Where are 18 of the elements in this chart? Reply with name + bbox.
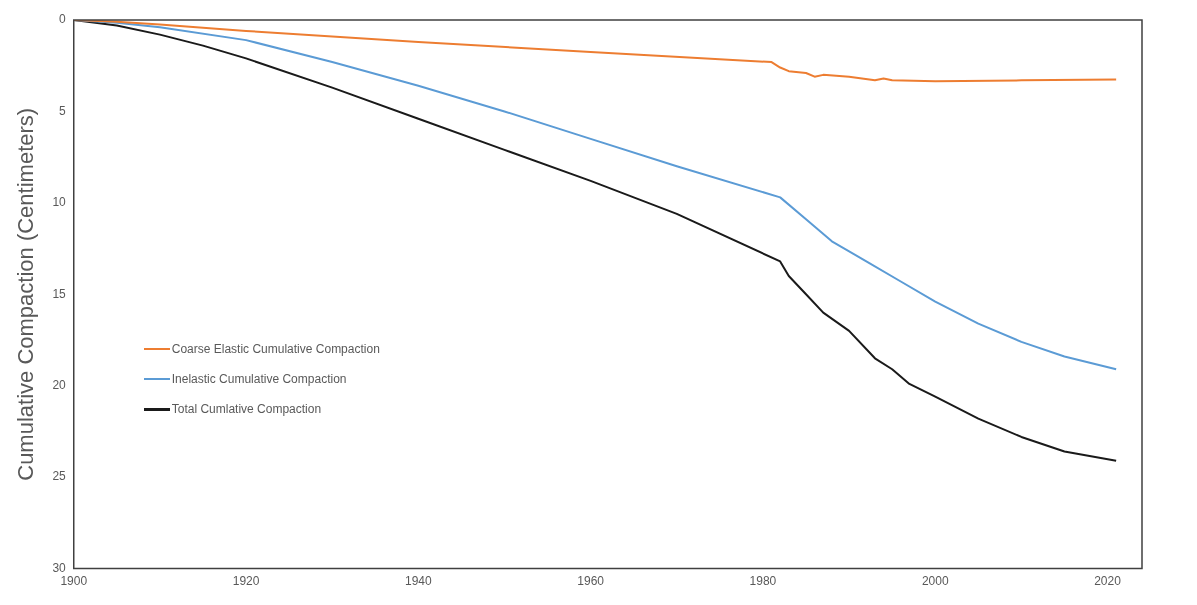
y-tick-label: 0 [59, 12, 67, 27]
legend-label: Inelastic Cumulative Compaction [171, 372, 347, 387]
y-tick-label: 15 [52, 286, 67, 301]
y-tick-label: 25 [52, 469, 67, 484]
y-tick-label: 10 [52, 195, 67, 210]
y-tick-label: 5 [59, 103, 67, 118]
x-tick-label: 1940 [404, 574, 433, 589]
legend-label: Coarse Elastic Cumulative Compaction [171, 342, 380, 357]
x-tick-label: 2020 [1094, 574, 1122, 589]
y-axis-title: Cumulative Compaction (Centimeters) [13, 107, 39, 481]
x-tick-label: 1960 [577, 574, 605, 589]
x-tick-label: 1980 [749, 574, 777, 589]
x-tick-label: 2000 [921, 574, 949, 589]
y-tick-label: 20 [52, 378, 67, 393]
legend-label: Total Cumlative Compaction [171, 402, 322, 417]
x-tick-label: 1920 [232, 574, 260, 589]
y-tick-label: 30 [52, 560, 67, 575]
x-tick-label: 1900 [60, 574, 88, 589]
